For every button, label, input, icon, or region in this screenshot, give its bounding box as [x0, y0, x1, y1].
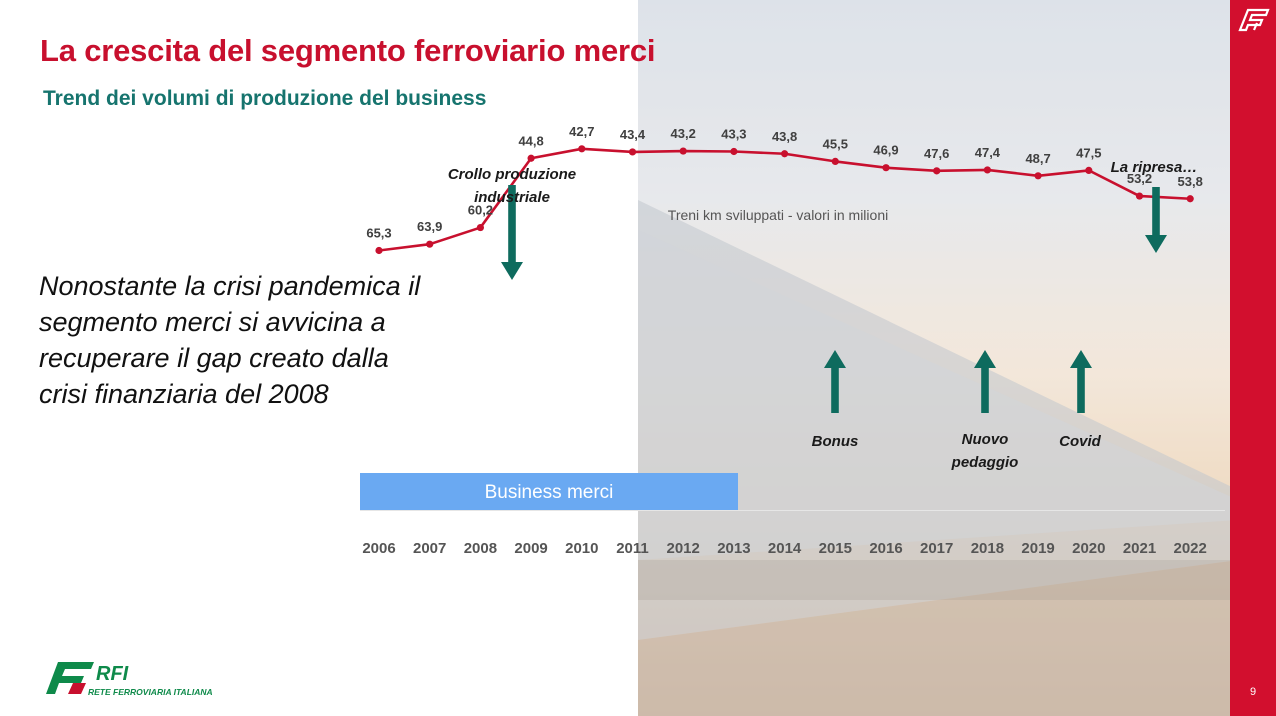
x-tick-label: 2016	[869, 540, 902, 557]
data-label: 43,4	[620, 127, 646, 142]
annotation-text: Bonus	[812, 433, 859, 450]
data-point	[983, 166, 992, 174]
data-point	[1135, 192, 1144, 200]
annotation-text: La ripresa…	[1111, 159, 1198, 176]
data-label: 47,4	[975, 145, 1001, 160]
data-point	[933, 167, 941, 175]
annotation: Crollo produzione industriale	[448, 166, 576, 280]
data-point	[831, 157, 839, 165]
slide-title: La crescita del segmento ferroviario mer…	[40, 33, 656, 68]
data-point	[375, 246, 383, 255]
data-label: 45,5	[823, 136, 848, 151]
data-point	[628, 148, 637, 156]
data-label: 42,7	[569, 124, 594, 139]
x-tick-label: 2010	[565, 540, 598, 557]
line-chart: Treni km sviluppati - valori in milioni …	[362, 124, 1207, 557]
business-merci-label: Business merci	[360, 473, 738, 510]
data-point	[730, 147, 738, 156]
arrow-up-icon	[824, 350, 846, 413]
data-point	[1186, 195, 1194, 203]
annotation-text: Nuovo	[962, 431, 1009, 448]
x-tick-label: 2013	[717, 540, 750, 557]
x-tick-label: 2017	[920, 540, 953, 557]
data-label: 43,3	[721, 127, 746, 142]
data-point	[476, 223, 484, 232]
arrow-down-icon	[1145, 187, 1167, 253]
x-tick-label: 2006	[362, 540, 395, 557]
data-point	[426, 240, 434, 248]
x-tick-label: 2019	[1021, 540, 1054, 557]
svg-text:RETE FERROVIARIA ITALIANA: RETE FERROVIARIA ITALIANA	[88, 687, 213, 697]
slide-subtitle: Trend dei volumi di produzione del busin…	[43, 87, 487, 110]
rfi-logo: RFI RETE FERROVIARIA ITALIANA	[46, 662, 213, 697]
x-tick-label: 2022	[1174, 540, 1207, 557]
data-label: 46,9	[873, 143, 898, 158]
annotation-text: industriale	[474, 189, 550, 206]
data-label: 43,2	[671, 126, 696, 141]
data-label: 47,5	[1076, 145, 1101, 160]
background-train-photo	[638, 0, 1230, 716]
background-fade	[638, 0, 1230, 716]
data-point	[1034, 172, 1042, 180]
data-label: 53,8	[1178, 174, 1203, 189]
data-label: 44,8	[518, 133, 543, 148]
body-text: Nonostante la crisi pandemica il segment…	[39, 271, 421, 409]
data-label: 65,3	[366, 226, 391, 241]
data-label: 63,9	[417, 219, 442, 234]
chart-title: Treni km sviluppati - valori in milioni	[668, 207, 888, 223]
data-point	[781, 150, 789, 158]
x-tick-label: 2011	[616, 540, 649, 557]
x-tick-label: 2009	[514, 540, 547, 557]
data-point	[578, 145, 586, 153]
arrow-up-icon	[974, 350, 996, 413]
annotation: Nuovo pedaggio	[951, 350, 1019, 471]
data-label: 47,6	[924, 146, 949, 161]
data-point	[679, 147, 687, 155]
annotation-text: Crollo produzione	[448, 166, 576, 183]
x-tick-label: 2012	[667, 540, 700, 557]
page-number: 9	[1249, 686, 1257, 698]
data-point	[1085, 166, 1093, 174]
right-brand-band	[1230, 0, 1276, 716]
annotation-text: pedaggio	[951, 454, 1019, 471]
annotation-text: Covid	[1059, 433, 1102, 450]
x-tick-label: 2020	[1072, 540, 1105, 557]
x-tick-label: 2015	[819, 540, 852, 557]
fs-logo-icon	[1238, 8, 1270, 32]
data-label: 43,8	[772, 129, 797, 144]
x-tick-label: 2007	[413, 540, 446, 557]
arrow-up-icon	[1070, 350, 1092, 413]
data-label: 53,2	[1127, 171, 1152, 186]
annotation: Covid	[1059, 350, 1102, 450]
svg-text:RFI: RFI	[96, 663, 129, 685]
x-tick-label: 2014	[768, 540, 802, 557]
x-tick-label: 2021	[1123, 540, 1156, 557]
data-label: 60,2	[468, 203, 493, 218]
x-tick-label: 2018	[971, 540, 1004, 557]
data-point	[527, 154, 535, 162]
annotation: La ripresa…	[1111, 159, 1198, 253]
data-point	[882, 164, 890, 172]
arrow-down-icon	[501, 185, 523, 280]
annotation: Bonus	[812, 350, 859, 450]
x-tick-label: 2008	[464, 540, 497, 557]
business-divider	[360, 510, 1225, 511]
data-label: 48,7	[1025, 151, 1050, 166]
